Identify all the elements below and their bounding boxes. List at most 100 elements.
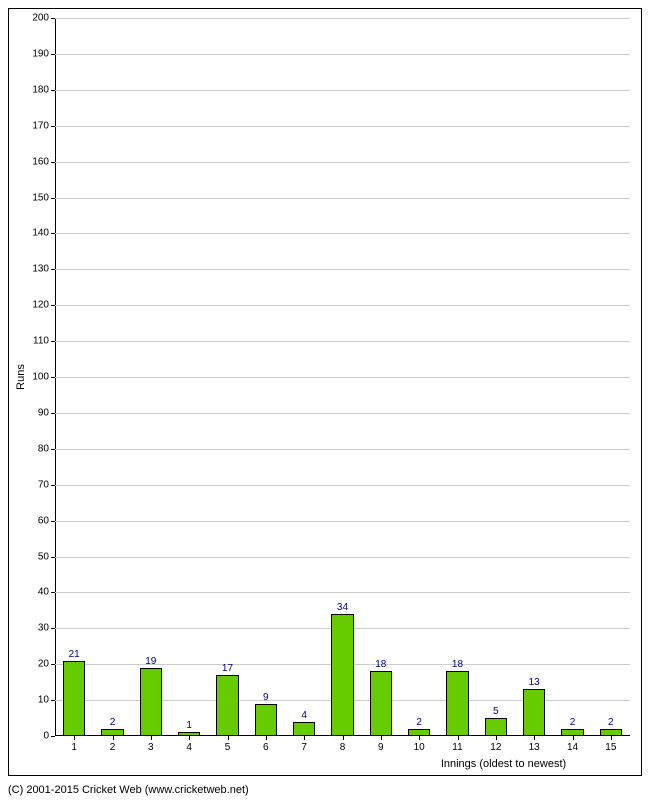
x-tick-label: 8	[340, 742, 346, 753]
gridline	[55, 592, 630, 593]
bar: 2	[101, 729, 123, 736]
bar-value-label: 21	[69, 649, 80, 660]
bar-value-label: 2	[608, 717, 614, 728]
x-tick-mark	[113, 736, 114, 740]
x-tick-mark	[573, 736, 574, 740]
bar: 18	[446, 671, 468, 736]
x-tick-mark	[381, 736, 382, 740]
y-tick-mark	[51, 736, 55, 737]
bar-value-label: 34	[337, 602, 348, 613]
y-tick-label: 20	[38, 659, 49, 670]
y-tick-label: 160	[32, 156, 49, 167]
gridline	[55, 198, 630, 199]
x-tick-mark	[74, 736, 75, 740]
bar: 18	[370, 671, 392, 736]
bar-value-label: 5	[493, 706, 499, 717]
y-tick-label: 50	[38, 551, 49, 562]
y-tick-mark	[51, 377, 55, 378]
y-tick-label: 70	[38, 479, 49, 490]
bar: 2	[600, 729, 622, 736]
gridline	[55, 305, 630, 306]
x-tick-label: 2	[110, 742, 116, 753]
gridline	[55, 557, 630, 558]
bar-value-label: 19	[145, 656, 156, 667]
gridline	[55, 377, 630, 378]
x-tick-mark	[419, 736, 420, 740]
x-tick-label: 4	[186, 742, 192, 753]
y-tick-mark	[51, 557, 55, 558]
gridline	[55, 126, 630, 127]
x-axis-title: Innings (oldest to newest)	[441, 758, 566, 770]
gridline	[55, 485, 630, 486]
x-tick-label: 13	[529, 742, 540, 753]
x-tick-label: 12	[490, 742, 501, 753]
y-tick-label: 150	[32, 192, 49, 203]
y-tick-label: 90	[38, 407, 49, 418]
bar-value-label: 2	[570, 717, 576, 728]
bar-value-label: 18	[375, 659, 386, 670]
y-tick-label: 80	[38, 443, 49, 454]
y-tick-mark	[51, 521, 55, 522]
x-tick-label: 3	[148, 742, 154, 753]
bar-value-label: 13	[529, 677, 540, 688]
gridline	[55, 269, 630, 270]
gridline	[55, 341, 630, 342]
bar-value-label: 4	[301, 710, 307, 721]
bar: 4	[293, 722, 315, 736]
y-tick-mark	[51, 413, 55, 414]
y-tick-mark	[51, 269, 55, 270]
y-tick-label: 200	[32, 13, 49, 24]
x-tick-mark	[189, 736, 190, 740]
bar-value-label: 9	[263, 692, 269, 703]
bar-value-label: 17	[222, 663, 233, 674]
y-tick-label: 40	[38, 587, 49, 598]
x-tick-mark	[496, 736, 497, 740]
bar-value-label: 2	[110, 717, 116, 728]
x-tick-mark	[151, 736, 152, 740]
gridline	[55, 18, 630, 19]
gridline	[55, 162, 630, 163]
y-tick-label: 110	[33, 336, 49, 347]
y-tick-mark	[51, 449, 55, 450]
y-tick-label: 0	[43, 731, 49, 742]
y-tick-mark	[51, 628, 55, 629]
y-tick-mark	[51, 341, 55, 342]
gridline	[55, 54, 630, 55]
y-tick-mark	[51, 198, 55, 199]
bar: 2	[561, 729, 583, 736]
x-tick-mark	[228, 736, 229, 740]
y-tick-mark	[51, 700, 55, 701]
plot-area: 0102030405060708090100110120130140150160…	[55, 18, 630, 736]
x-tick-mark	[458, 736, 459, 740]
y-tick-label: 10	[38, 695, 49, 706]
x-tick-label: 14	[567, 742, 578, 753]
y-tick-label: 30	[38, 623, 49, 634]
bar: 9	[255, 704, 277, 736]
y-tick-mark	[51, 664, 55, 665]
x-tick-mark	[534, 736, 535, 740]
y-tick-mark	[51, 90, 55, 91]
footer-copyright: (C) 2001-2015 Cricket Web (www.cricketwe…	[8, 784, 249, 796]
y-tick-label: 140	[32, 228, 49, 239]
y-tick-mark	[51, 126, 55, 127]
gridline	[55, 521, 630, 522]
bar-value-label: 18	[452, 659, 463, 670]
x-tick-mark	[304, 736, 305, 740]
y-tick-label: 170	[32, 120, 49, 131]
x-tick-label: 5	[225, 742, 231, 753]
bar-value-label: 1	[186, 720, 192, 731]
y-tick-label: 100	[32, 372, 49, 383]
gridline	[55, 90, 630, 91]
bar: 5	[485, 718, 507, 736]
y-tick-label: 190	[32, 48, 49, 59]
y-tick-label: 180	[32, 84, 49, 95]
y-tick-mark	[51, 592, 55, 593]
chart-container: 0102030405060708090100110120130140150160…	[0, 0, 650, 800]
y-axis-title: Runs	[15, 364, 27, 390]
y-tick-mark	[51, 305, 55, 306]
x-tick-mark	[266, 736, 267, 740]
gridline	[55, 233, 630, 234]
y-tick-label: 60	[38, 515, 49, 526]
x-tick-mark	[611, 736, 612, 740]
x-tick-label: 9	[378, 742, 384, 753]
